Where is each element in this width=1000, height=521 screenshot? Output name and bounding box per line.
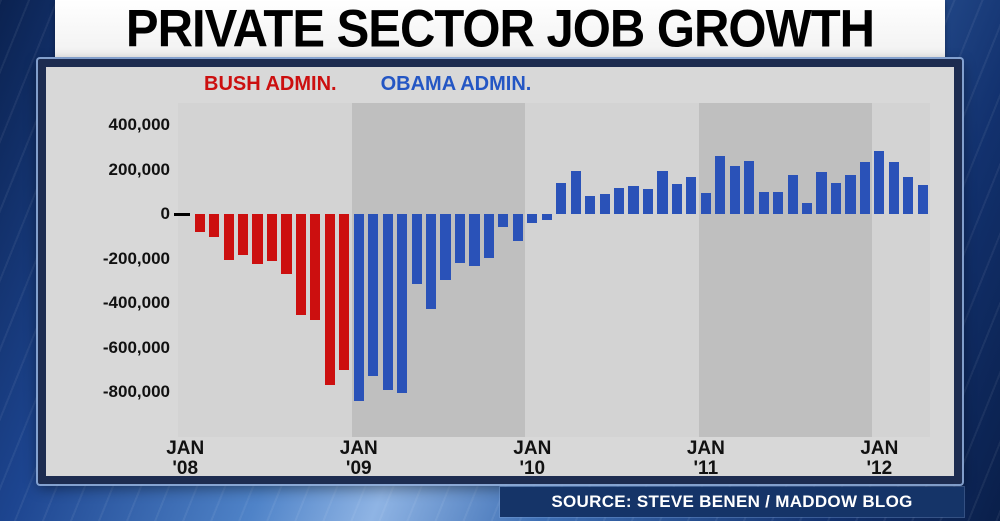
plot-area: [178, 103, 930, 437]
y-tick-label: 200,000: [108, 159, 170, 179]
bar-may-10: [585, 195, 596, 215]
bar-nov-09: [498, 214, 509, 227]
chart-legend: BUSH ADMIN. OBAMA ADMIN.: [204, 73, 531, 96]
bar-jun-09: [426, 214, 437, 310]
bar-apr-12: [917, 185, 928, 215]
bar-may-08: [238, 214, 249, 255]
legend-label-bush: BUSH ADMIN.: [204, 73, 337, 95]
bar-may-09: [411, 214, 422, 284]
y-tick-label: 0: [160, 204, 170, 224]
bar-may-11: [758, 192, 769, 215]
bar-jul-08: [266, 214, 278, 262]
x-tick-label: JAN '08: [166, 438, 205, 479]
chart-panel: BUSH ADMIN. OBAMA ADMIN. 400,000 200,000 0 -…: [46, 67, 954, 479]
bar-oct-08: [310, 214, 321, 321]
year-band-2008: [178, 103, 352, 437]
bar-jun-08: [252, 214, 263, 264]
year-band-2010: [525, 103, 699, 437]
bar-dec-10: [686, 177, 697, 215]
bar-jul-10: [614, 188, 625, 215]
x-tick-label: JAN '12: [860, 438, 899, 479]
chart-frame: BUSH ADMIN. OBAMA ADMIN. 400,000 200,000 0 -…: [38, 59, 962, 484]
bar-apr-10: [570, 171, 581, 215]
legend-label-obama: OBAMA ADMIN.: [380, 73, 532, 95]
source-bar: SOURCE: STEVE BENEN / MADDOW BLOG: [500, 487, 964, 517]
bar-oct-11: [830, 183, 842, 215]
bar-dec-09: [512, 214, 523, 242]
bar-jul-11: [787, 175, 798, 215]
page-title: PRIVATE SECTOR JOB GROWTH: [125, 0, 875, 58]
y-tick-label: 400,000: [108, 115, 170, 135]
bar-jan-12: [874, 150, 885, 215]
x-tick-label: JAN '10: [513, 438, 552, 479]
bar-aug-10: [628, 185, 639, 215]
bar-jun-10: [599, 193, 610, 215]
bar-nov-08: [324, 214, 335, 385]
bar-dec-11: [859, 162, 870, 215]
bar-feb-09: [368, 214, 379, 376]
bar-aug-11: [802, 202, 813, 215]
bar-jan-09: [353, 214, 364, 402]
bar-nov-11: [845, 174, 856, 215]
bar-aug-08: [281, 214, 292, 274]
zero-axis-tick: [174, 212, 190, 216]
bar-mar-09: [382, 214, 393, 390]
bar-oct-10: [657, 170, 668, 215]
bar-apr-09: [397, 214, 408, 393]
bar-mar-12: [903, 177, 914, 215]
bar-dec-08: [339, 214, 350, 370]
bar-feb-12: [888, 162, 899, 215]
bar-feb-10: [541, 214, 552, 221]
bar-sep-08: [295, 214, 306, 315]
source-text: SOURCE: STEVE BENEN / MADDOW BLOG: [551, 492, 913, 511]
bar-mar-08: [209, 214, 220, 237]
title-banner: PRIVATE SECTOR JOB GROWTH: [55, 0, 945, 58]
year-band-2011: [698, 103, 873, 437]
bar-aug-09: [454, 214, 466, 264]
bar-sep-09: [469, 214, 480, 266]
bar-jan-10: [527, 214, 538, 224]
y-tick-label: -400,000: [102, 293, 170, 313]
y-tick-label: -200,000: [102, 248, 170, 268]
bar-jan-11: [700, 193, 711, 215]
y-tick-label: -600,000: [102, 337, 170, 357]
bar-apr-08: [223, 214, 234, 260]
bar-feb-11: [715, 156, 726, 215]
bar-mar-10: [556, 182, 567, 215]
bar-nov-10: [671, 184, 682, 215]
bar-sep-11: [816, 171, 827, 215]
bar-oct-09: [483, 214, 494, 258]
x-tick-label: JAN '11: [686, 438, 725, 479]
bar-sep-10: [642, 188, 654, 215]
y-tick-label: -800,000: [102, 382, 170, 402]
bar-mar-11: [729, 165, 740, 215]
bar-feb-08: [194, 214, 205, 232]
bar-jul-09: [440, 214, 451, 281]
year-band-2009: [351, 103, 526, 437]
bar-jun-11: [773, 191, 784, 215]
bar-apr-11: [744, 160, 755, 215]
x-tick-label: JAN '09: [339, 438, 378, 479]
